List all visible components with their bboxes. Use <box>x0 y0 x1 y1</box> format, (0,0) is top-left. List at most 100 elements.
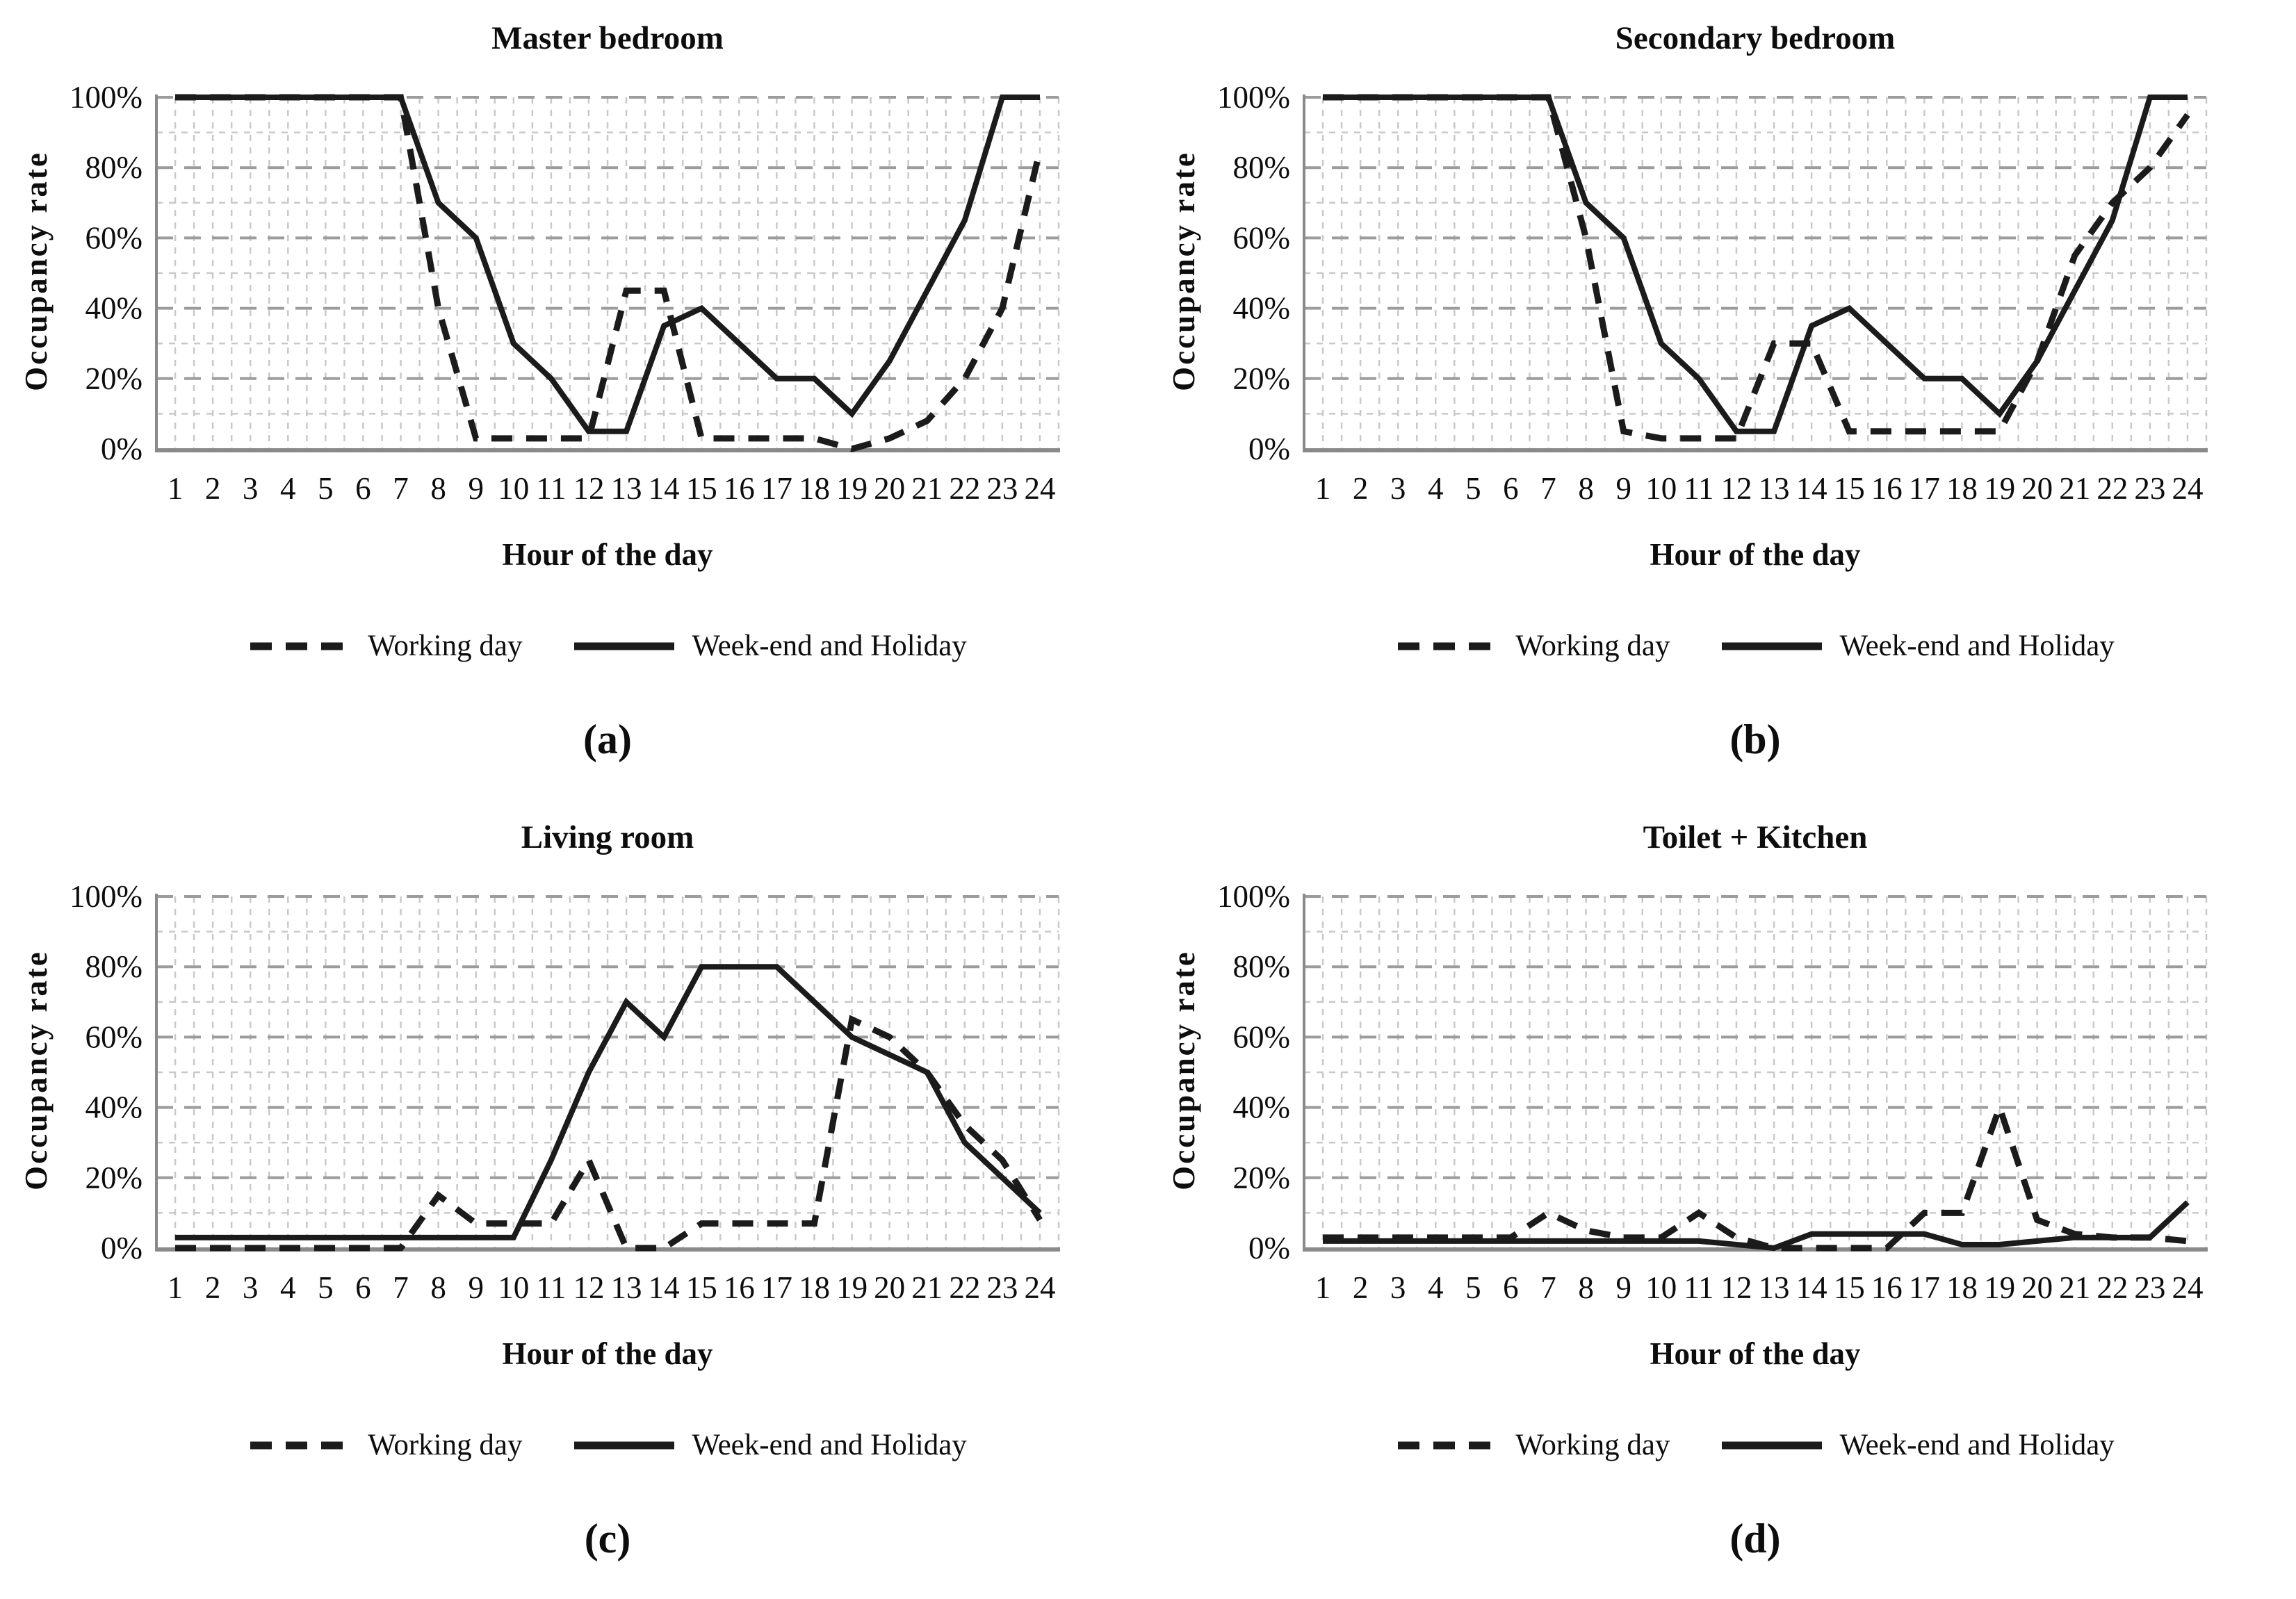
svg-text:15: 15 <box>686 471 717 506</box>
svg-text:12: 12 <box>1720 1270 1752 1305</box>
svg-text:2: 2 <box>1353 471 1369 506</box>
svg-text:0%: 0% <box>101 1231 143 1265</box>
working-day-dashed-line-icon <box>1398 642 1499 650</box>
svg-text:5: 5 <box>1465 1270 1481 1305</box>
svg-text:13: 13 <box>1759 1270 1790 1305</box>
legend-item-weekend: Week-end and Holiday <box>572 629 967 663</box>
svg-text:16: 16 <box>1871 471 1903 506</box>
x-axis-tick-labels: 1 2 3 4 5 6 7 8 9 10 11 12 13 14 15 16 17 18 19 20 21 22 23 24 <box>1315 1270 2204 1305</box>
svg-text:7: 7 <box>393 1270 409 1305</box>
svg-text:13: 13 <box>611 1270 642 1305</box>
svg-text:5: 5 <box>1465 471 1481 506</box>
svg-text:20%: 20% <box>86 1161 143 1195</box>
svg-text:7: 7 <box>393 471 409 506</box>
svg-text:17: 17 <box>761 1270 792 1305</box>
svg-text:9: 9 <box>468 471 484 506</box>
weekend-solid-line-icon <box>574 1441 675 1449</box>
x-axis-label: Hour of the day <box>502 1336 713 1371</box>
svg-text:4: 4 <box>1428 1270 1444 1305</box>
svg-text:12: 12 <box>573 1270 604 1305</box>
gridlines <box>1303 96 2208 449</box>
svg-text:2: 2 <box>205 471 221 506</box>
svg-text:1: 1 <box>168 1270 184 1305</box>
svg-text:5: 5 <box>318 471 334 506</box>
svg-text:7: 7 <box>1540 471 1556 506</box>
svg-text:3: 3 <box>1390 471 1406 506</box>
svg-text:8: 8 <box>1578 1270 1594 1305</box>
legend: Working day Week-end and Holiday <box>156 629 1059 663</box>
svg-text:14: 14 <box>649 471 680 506</box>
caption-a: (a) <box>583 716 632 762</box>
svg-text:20: 20 <box>2021 471 2053 506</box>
svg-text:60%: 60% <box>86 1019 143 1054</box>
axes <box>1303 95 2208 452</box>
svg-text:17: 17 <box>1909 1270 1940 1305</box>
svg-text:24: 24 <box>2172 471 2204 506</box>
svg-text:60%: 60% <box>1233 220 1291 255</box>
svg-text:4: 4 <box>280 1270 296 1305</box>
working-day-dashed-line-icon <box>1398 1441 1499 1449</box>
svg-text:8: 8 <box>1578 471 1594 506</box>
axes <box>1303 894 2208 1252</box>
weekend-solid-line-icon <box>574 642 675 650</box>
legend-working-day-label: Working day <box>1515 1429 1670 1461</box>
svg-text:80%: 80% <box>86 949 143 984</box>
svg-text:18: 18 <box>799 471 830 506</box>
y-axis-tick-labels: 0% 20% 40% 60% 80% 100% <box>1217 879 1290 1265</box>
svg-text:9: 9 <box>1615 1270 1631 1305</box>
svg-text:40%: 40% <box>86 291 143 326</box>
svg-text:22: 22 <box>949 1270 980 1305</box>
svg-text:7: 7 <box>1540 1270 1556 1305</box>
gridlines <box>155 96 1060 449</box>
x-axis-label: Hour of the day <box>502 537 713 572</box>
svg-text:17: 17 <box>761 471 792 506</box>
legend-item-weekend: Week-end and Holiday <box>1720 1428 2115 1462</box>
svg-text:100%: 100% <box>1217 879 1290 914</box>
svg-text:20: 20 <box>874 1270 905 1305</box>
svg-text:11: 11 <box>1684 1270 1713 1305</box>
svg-text:15: 15 <box>1834 471 1865 506</box>
svg-text:4: 4 <box>280 471 296 506</box>
svg-text:9: 9 <box>1615 471 1631 506</box>
legend-weekend-label: Week-end and Holiday <box>692 630 967 662</box>
working-day-line <box>175 94 1043 452</box>
svg-text:6: 6 <box>1503 1270 1519 1305</box>
weekend-solid-line-icon <box>1722 1441 1823 1449</box>
plot-secondary-bedroom: 0%20%40%60%80%100%1 2 3 4 5 6 7 8 9 10 11 12 13 14 15 1… <box>1217 80 2208 506</box>
svg-text:8: 8 <box>430 471 446 506</box>
legend-item-weekend: Week-end and Holiday <box>1720 629 2115 663</box>
svg-text:16: 16 <box>724 471 755 506</box>
working-day-line <box>1323 1097 2188 1252</box>
svg-text:22: 22 <box>2096 1270 2128 1305</box>
legend-item-working-day: Working day <box>1396 1428 1670 1462</box>
svg-text:19: 19 <box>1984 471 2015 506</box>
svg-text:6: 6 <box>355 471 371 506</box>
svg-text:14: 14 <box>1796 471 1827 506</box>
legend-weekend-label: Week-end and Holiday <box>692 1429 967 1461</box>
svg-text:8: 8 <box>430 1270 446 1305</box>
gridlines <box>155 895 1060 1248</box>
svg-text:60%: 60% <box>86 220 143 255</box>
plot-toilet-kitchen: 0%20%40%60%80%100%1 2 3 4 5 6 7 8 9 10 11 12 13 14 15 1… <box>1217 879 2208 1305</box>
svg-text:15: 15 <box>1834 1270 1865 1305</box>
svg-text:1: 1 <box>1315 1270 1331 1305</box>
working-day-dashed-line-icon <box>250 642 351 650</box>
svg-text:18: 18 <box>799 1270 830 1305</box>
svg-text:9: 9 <box>468 1270 484 1305</box>
svg-text:0%: 0% <box>101 432 143 466</box>
svg-text:80%: 80% <box>1233 949 1291 984</box>
svg-text:23: 23 <box>2134 471 2165 506</box>
svg-text:1: 1 <box>168 471 184 506</box>
svg-text:3: 3 <box>243 1270 259 1305</box>
legend-working-day-label: Working day <box>368 1429 523 1461</box>
y-axis-tick-labels: 0% 20% 40% 60% 80% 100% <box>70 879 143 1265</box>
svg-text:22: 22 <box>949 471 980 506</box>
caption-d: (d) <box>1729 1516 1781 1561</box>
svg-text:10: 10 <box>1645 1270 1677 1305</box>
working-day-line <box>1323 94 2190 442</box>
x-axis-tick-labels: 1 2 3 4 5 6 7 8 9 10 11 12 13 14 15 16 17 18 19 20 21 22 23 24 <box>168 1270 1056 1305</box>
y-axis-tick-labels: 0% 20% 40% 60% 80% 100% <box>70 80 143 466</box>
svg-text:24: 24 <box>1025 471 1056 506</box>
chart-title-living-room: Living room <box>521 819 694 855</box>
